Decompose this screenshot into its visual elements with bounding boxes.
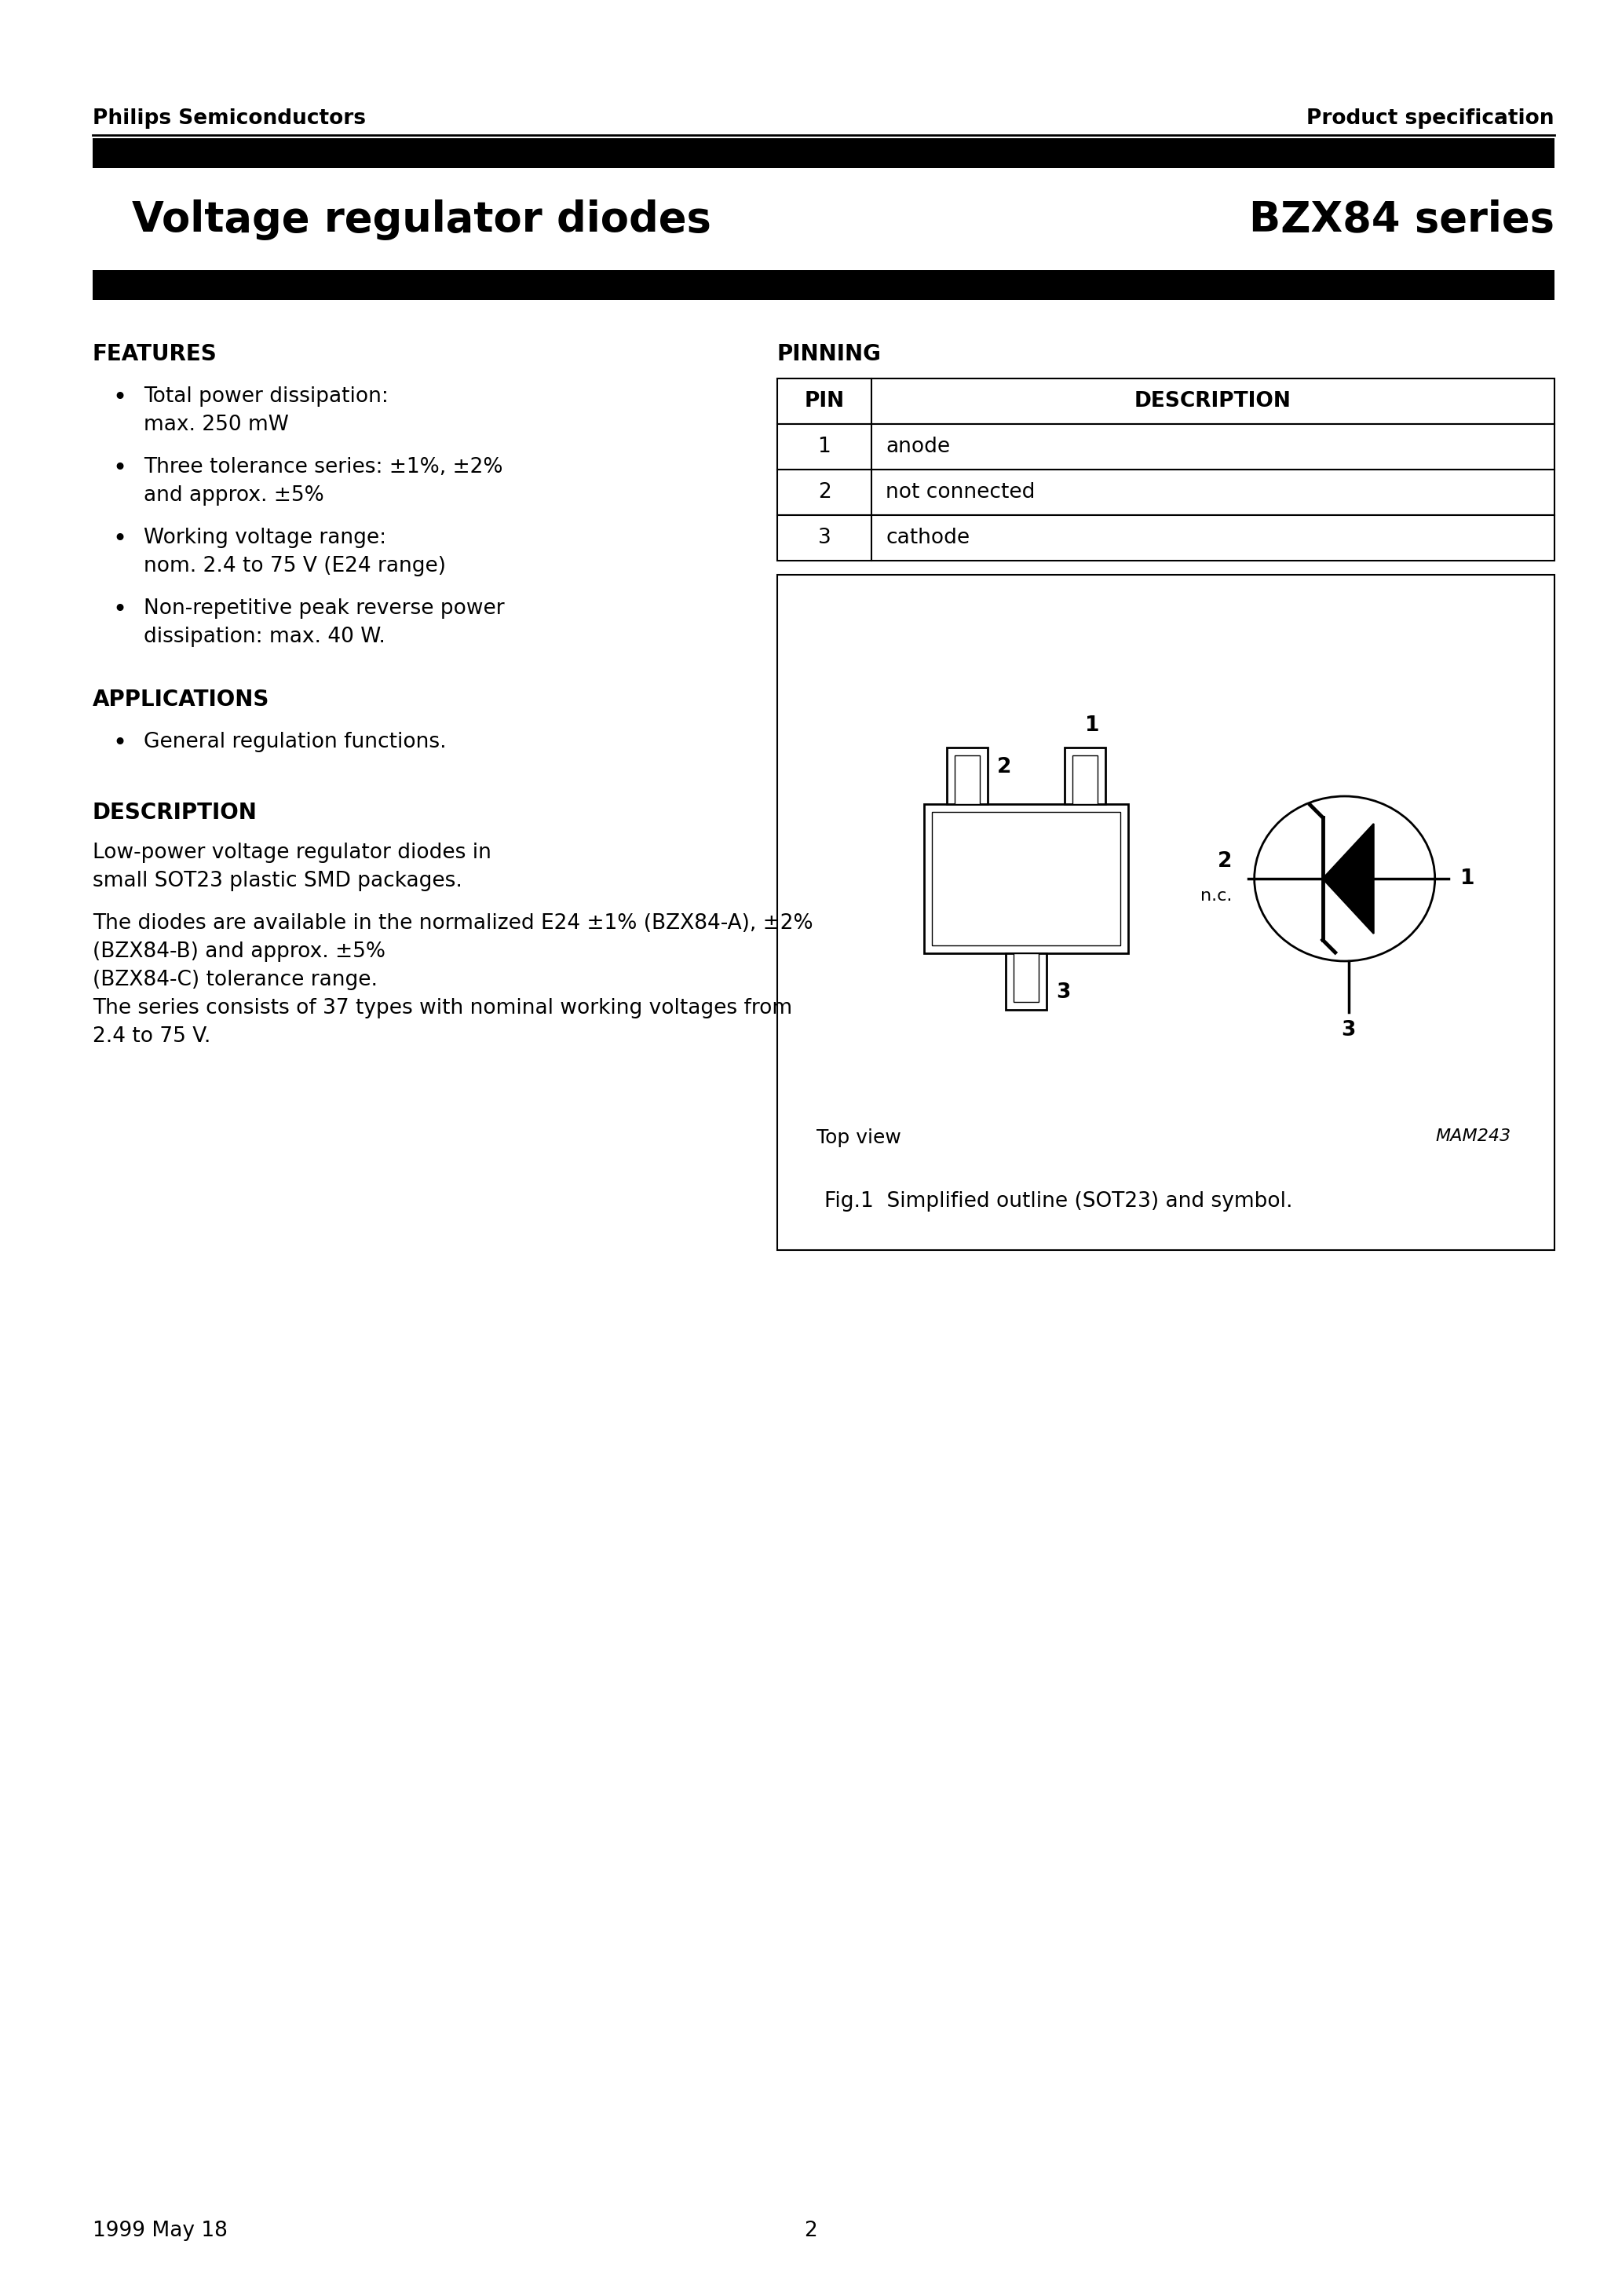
Text: (BZX84-C) tolerance range.: (BZX84-C) tolerance range.	[92, 969, 378, 990]
Text: •: •	[112, 386, 127, 409]
Text: DESCRIPTION: DESCRIPTION	[1134, 390, 1291, 411]
Bar	[1006, 953, 1046, 1010]
Text: MAM243: MAM243	[1435, 1127, 1512, 1143]
Text: Product specification: Product specification	[1307, 108, 1554, 129]
Text: small SOT23 plastic SMD packages.: small SOT23 plastic SMD packages.	[92, 870, 462, 891]
Bar	[925, 804, 1127, 953]
Text: not connected: not connected	[886, 482, 1035, 503]
Bar	[1072, 755, 1098, 804]
Bar	[777, 574, 1554, 1249]
Text: •: •	[112, 528, 127, 551]
Bar	[777, 514, 1554, 560]
Text: Philips Semiconductors: Philips Semiconductors	[92, 108, 367, 129]
Text: The series consists of 37 types with nominal working voltages from: The series consists of 37 types with nom…	[92, 999, 792, 1019]
Text: •: •	[112, 599, 127, 622]
Text: General regulation functions.: General regulation functions.	[144, 732, 446, 753]
Bar	[1064, 748, 1105, 804]
Text: 2: 2	[998, 758, 1012, 778]
Text: 3: 3	[1056, 983, 1071, 1003]
Text: BZX84 series: BZX84 series	[1249, 200, 1554, 241]
Text: 3: 3	[1341, 1019, 1356, 1040]
Text: 2: 2	[1218, 852, 1233, 872]
Bar	[92, 138, 1554, 168]
Text: •: •	[112, 457, 127, 480]
Text: 3: 3	[817, 528, 830, 549]
Bar	[777, 425, 1554, 471]
Text: DESCRIPTION: DESCRIPTION	[92, 801, 258, 824]
Ellipse shape	[1254, 797, 1435, 962]
Text: FEATURES: FEATURES	[92, 342, 217, 365]
Text: 1999 May 18: 1999 May 18	[92, 2220, 227, 2241]
Bar	[1014, 953, 1038, 1001]
Text: Fig.1  Simplified outline (SOT23) and symbol.: Fig.1 Simplified outline (SOT23) and sym…	[824, 1192, 1293, 1212]
Bar	[931, 813, 1121, 946]
Text: PINNING: PINNING	[777, 342, 882, 365]
Text: n.c.: n.c.	[1200, 889, 1233, 905]
Text: 2.4 to 75 V.: 2.4 to 75 V.	[92, 1026, 211, 1047]
Text: cathode: cathode	[886, 528, 970, 549]
Text: The diodes are available in the normalized E24 ±1% (BZX84-A), ±2%: The diodes are available in the normaliz…	[92, 914, 813, 934]
Text: anode: anode	[886, 436, 950, 457]
Text: 1: 1	[1085, 716, 1100, 735]
Bar	[777, 471, 1554, 514]
Text: 2: 2	[805, 2220, 817, 2241]
Text: nom. 2.4 to 75 V (E24 range): nom. 2.4 to 75 V (E24 range)	[144, 556, 446, 576]
Text: •: •	[112, 732, 127, 755]
Text: 1: 1	[817, 436, 830, 457]
Text: Voltage regulator diodes: Voltage regulator diodes	[131, 200, 710, 241]
Bar	[954, 755, 980, 804]
Polygon shape	[1322, 824, 1374, 934]
Text: 2: 2	[817, 482, 830, 503]
Bar	[947, 748, 988, 804]
Text: Working voltage range:: Working voltage range:	[144, 528, 386, 549]
Text: APPLICATIONS: APPLICATIONS	[92, 689, 269, 712]
Text: 1: 1	[1460, 868, 1474, 889]
Text: Non-repetitive peak reverse power: Non-repetitive peak reverse power	[144, 599, 504, 618]
Text: and approx. ±5%: and approx. ±5%	[144, 484, 324, 505]
Text: Total power dissipation:: Total power dissipation:	[144, 386, 389, 406]
Text: Three tolerance series: ±1%, ±2%: Three tolerance series: ±1%, ±2%	[144, 457, 503, 478]
Text: max. 250 mW: max. 250 mW	[144, 416, 289, 434]
Bar	[92, 271, 1554, 301]
Text: PIN: PIN	[805, 390, 845, 411]
Text: dissipation: max. 40 W.: dissipation: max. 40 W.	[144, 627, 386, 647]
Text: Top view: Top view	[816, 1127, 902, 1148]
Text: (BZX84-B) and approx. ±5%: (BZX84-B) and approx. ±5%	[92, 941, 386, 962]
Text: Low-power voltage regulator diodes in: Low-power voltage regulator diodes in	[92, 843, 491, 863]
Bar	[777, 379, 1554, 425]
